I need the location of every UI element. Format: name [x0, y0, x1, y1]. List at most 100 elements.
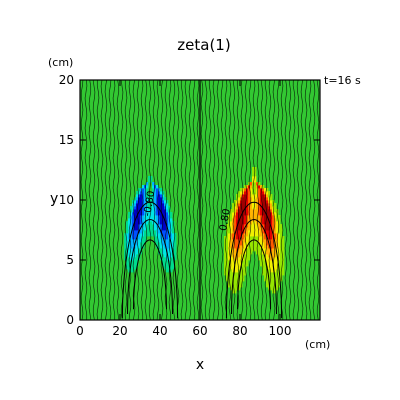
- heatmap-cell: [272, 212, 275, 216]
- heatmap-cell: [264, 236, 267, 240]
- heatmap-cell: [234, 203, 237, 207]
- heatmap-cell: [234, 275, 237, 279]
- heatmap-cell: [158, 191, 161, 195]
- heatmap-cell: [166, 245, 169, 249]
- heatmap-cell: [128, 212, 131, 216]
- heatmap-cell: [156, 224, 159, 228]
- heatmap-cell: [230, 227, 233, 231]
- heatmap-cell: [264, 239, 267, 243]
- heatmap-cell: [254, 248, 257, 252]
- heatmap-cell: [226, 224, 229, 228]
- lobe-contour: [225, 201, 283, 319]
- heatmap-cell: [280, 266, 283, 270]
- heatmap-cell: [254, 191, 257, 195]
- heatmap-cell: [236, 269, 239, 273]
- heatmap-cell: [236, 272, 239, 276]
- heatmap-cell: [246, 242, 249, 246]
- heatmap-cell: [168, 251, 171, 255]
- heatmap-cell: [240, 248, 243, 252]
- heatmap-cell: [246, 218, 249, 222]
- heatmap-cell: [266, 188, 269, 192]
- heatmap-cell: [164, 254, 167, 258]
- heatmap-cell: [254, 206, 257, 210]
- heatmap-cell: [162, 239, 165, 243]
- heatmap-cell: [164, 230, 167, 234]
- heatmap-cell: [238, 230, 241, 234]
- heatmap-cell: [282, 251, 285, 255]
- heatmap-cell: [262, 209, 265, 213]
- contour-line: [284, 80, 288, 320]
- heatmap-cell: [258, 197, 261, 201]
- heatmap-cell: [130, 254, 133, 258]
- heatmap-cell: [250, 236, 253, 240]
- heatmap-cell: [236, 215, 239, 219]
- heatmap-cell: [228, 227, 231, 231]
- heatmap-cell: [268, 272, 271, 276]
- heatmap-cell: [138, 188, 141, 192]
- heatmap-cell: [260, 236, 263, 240]
- heatmap-cell: [250, 191, 253, 195]
- heatmap-cell: [266, 203, 269, 207]
- contour-line: [136, 80, 140, 320]
- heatmap-cell: [156, 215, 159, 219]
- heatmap-cell: [154, 227, 157, 231]
- heatmap-cell: [138, 203, 141, 207]
- heatmap-cell: [226, 239, 229, 243]
- contour-line: [168, 80, 172, 320]
- heatmap-cell: [150, 221, 153, 225]
- heatmap-cell: [230, 266, 233, 270]
- heatmap-cell: [168, 221, 171, 225]
- heatmap-cell: [270, 281, 273, 285]
- heatmap-cell: [154, 236, 157, 240]
- heatmap-cell: [132, 218, 135, 222]
- heatmap-cell: [268, 266, 271, 270]
- heatmap-cell: [246, 248, 249, 252]
- heatmap-cell: [252, 173, 255, 177]
- heatmap-cell: [146, 212, 149, 216]
- heatmap-cell: [268, 218, 271, 222]
- heatmap-cell: [236, 236, 239, 240]
- heatmap-cell: [138, 224, 141, 228]
- contour-line: [296, 80, 300, 320]
- heatmap-cell: [268, 239, 271, 243]
- heatmap-cell: [172, 230, 175, 234]
- heatmap-cell: [228, 281, 231, 285]
- heatmap-cell: [278, 215, 281, 219]
- heatmap-cell: [254, 230, 257, 234]
- heatmap-cell: [244, 251, 247, 255]
- heatmap-cell: [256, 233, 259, 237]
- heatmap-cell: [266, 278, 269, 282]
- heatmap-cell: [272, 251, 275, 255]
- heatmap-cell: [266, 221, 269, 225]
- heatmap-cell: [276, 287, 279, 291]
- heatmap-cell: [234, 242, 237, 246]
- heatmap-cell: [240, 221, 243, 225]
- heatmap-cell: [270, 200, 273, 204]
- heatmap-cell: [270, 278, 273, 282]
- heatmap-cell: [158, 233, 161, 237]
- heatmap-cell: [272, 278, 275, 282]
- heatmap-cell: [160, 215, 163, 219]
- contour-line: [160, 80, 164, 320]
- heatmap-cell: [246, 257, 249, 261]
- heatmap-cell: [238, 248, 241, 252]
- heatmap-cell: [154, 194, 157, 198]
- heatmap-cell: [238, 254, 241, 258]
- heatmap-cell: [228, 239, 231, 243]
- heatmap-cell: [152, 182, 155, 186]
- heatmap-cell: [162, 197, 165, 201]
- heatmap-cell: [136, 203, 139, 207]
- heatmap-cell: [128, 224, 131, 228]
- heatmap-cell: [134, 263, 137, 267]
- heatmap-cell: [246, 200, 249, 204]
- heatmap-cell: [278, 248, 281, 252]
- contour-line: [236, 80, 240, 320]
- heatmap-cell: [156, 191, 159, 195]
- heatmap-cell: [132, 254, 135, 258]
- heatmap-cell: [280, 227, 283, 231]
- heatmap-cell: [166, 230, 169, 234]
- heatmap-cell: [238, 263, 241, 267]
- heatmap-cell: [278, 230, 281, 234]
- heatmap-cell: [254, 167, 257, 171]
- heatmap-cell: [254, 224, 257, 228]
